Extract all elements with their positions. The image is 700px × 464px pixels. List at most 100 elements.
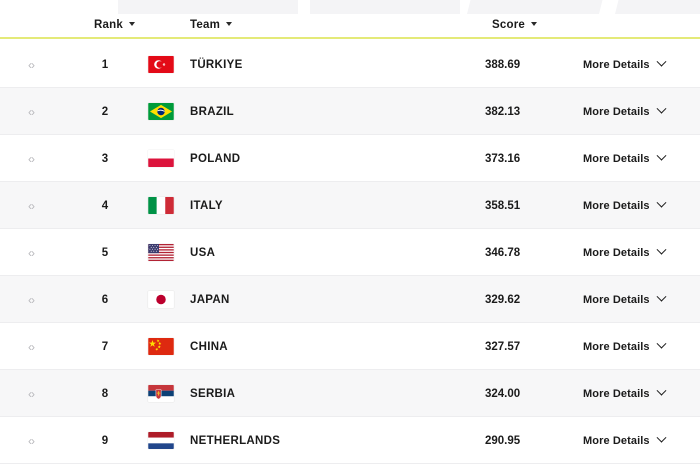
- score-cell: 346.78: [485, 229, 565, 276]
- row-expand-button[interactable]: ‹›: [14, 229, 48, 276]
- team-name: USA: [190, 246, 216, 259]
- score-cell: 327.57: [485, 323, 565, 370]
- chevron-down-icon: [656, 385, 667, 396]
- team-name: JAPAN: [190, 293, 230, 306]
- column-header-score[interactable]: Score: [492, 14, 537, 37]
- chevron-down-icon: [656, 244, 667, 255]
- team-name: SERBIA: [190, 387, 236, 400]
- table-row[interactable]: ‹› 9 NETHERLANDS 290.95 More Details: [0, 417, 700, 464]
- table-row[interactable]: ‹› 8 SERBIA 324.00 More Details: [0, 370, 700, 417]
- turkiye-flag: [148, 56, 174, 73]
- table-row[interactable]: ‹› 5 USA 346.78 More Details: [0, 229, 700, 276]
- score-cell: 382.13: [485, 88, 565, 135]
- more-details-button[interactable]: More Details: [583, 276, 693, 323]
- row-expand-button[interactable]: ‹›: [14, 276, 48, 323]
- column-header-rank[interactable]: Rank: [94, 14, 135, 37]
- score-value: 388.69: [485, 58, 521, 71]
- team-cell: NETHERLANDS: [190, 417, 450, 464]
- chevron-down-icon: [656, 56, 667, 67]
- flag-cell: [148, 323, 182, 370]
- chevron-down-icon: [656, 197, 667, 208]
- rank-cell: 5: [92, 229, 118, 276]
- team-name: CHINA: [190, 340, 228, 353]
- flag-cell: [148, 276, 182, 323]
- more-details-button[interactable]: More Details: [583, 417, 693, 464]
- team-name: ITALY: [190, 199, 223, 212]
- rank-cell: 2: [92, 88, 118, 135]
- column-header-team-label: Team: [190, 19, 220, 31]
- more-details-label: More Details: [583, 58, 650, 71]
- expand-chevrons-icon: ‹›: [28, 198, 35, 213]
- team-cell: JAPAN: [190, 276, 450, 323]
- serbia-flag: [148, 385, 174, 402]
- team-name: POLAND: [190, 152, 241, 165]
- score-value: 329.62: [485, 293, 521, 306]
- more-details-label: More Details: [583, 387, 650, 400]
- table-row[interactable]: ‹› 3 POLAND 373.16 More Details: [0, 135, 700, 182]
- flag-cell: [148, 135, 182, 182]
- tab-ghost-2: [310, 0, 460, 14]
- team-cell: BRAZIL: [190, 88, 450, 135]
- chevron-down-icon: [656, 103, 667, 114]
- row-expand-button[interactable]: ‹›: [14, 417, 48, 464]
- more-details-label: More Details: [583, 340, 650, 353]
- row-expand-button[interactable]: ‹›: [14, 323, 48, 370]
- row-expand-button[interactable]: ‹›: [14, 135, 48, 182]
- rank-cell: 4: [92, 182, 118, 229]
- row-expand-button[interactable]: ‹›: [14, 182, 48, 229]
- score-value: 324.00: [485, 387, 521, 400]
- rank-value: 2: [101, 105, 109, 118]
- more-details-button[interactable]: More Details: [583, 88, 693, 135]
- poland-flag: [148, 150, 174, 167]
- flag-cell: [148, 41, 182, 88]
- table-row[interactable]: ‹› 1 TÜRKIYE 388.69 More Details: [0, 41, 700, 88]
- more-details-label: More Details: [583, 434, 650, 447]
- chevron-down-icon: [656, 150, 667, 161]
- netherlands-flag: [148, 432, 174, 449]
- rank-value: 8: [101, 387, 109, 400]
- row-expand-button[interactable]: ‹›: [14, 88, 48, 135]
- flag-cell: [148, 229, 182, 276]
- team-cell: POLAND: [190, 135, 450, 182]
- brazil-flag: [148, 103, 174, 120]
- flag-cell: [148, 370, 182, 417]
- more-details-button[interactable]: More Details: [583, 182, 693, 229]
- chevron-down-icon: [656, 432, 667, 443]
- table-row[interactable]: ‹› 7 CHINA 327.57 More Details: [0, 323, 700, 370]
- rank-value: 4: [101, 199, 109, 212]
- team-name: TÜRKIYE: [190, 58, 243, 71]
- tab-strip-decoration: [0, 0, 700, 14]
- rank-cell: 9: [92, 417, 118, 464]
- rank-cell: 7: [92, 323, 118, 370]
- flag-cell: [148, 182, 182, 229]
- score-value: 382.13: [485, 105, 521, 118]
- team-name: NETHERLANDS: [190, 434, 281, 447]
- flag-cell: [148, 417, 182, 464]
- table-row[interactable]: ‹› 6 JAPAN 329.62 More Details: [0, 276, 700, 323]
- score-value: 358.51: [485, 199, 521, 212]
- row-expand-button[interactable]: ‹›: [14, 370, 48, 417]
- more-details-label: More Details: [583, 105, 650, 118]
- more-details-button[interactable]: More Details: [583, 323, 693, 370]
- more-details-button[interactable]: More Details: [583, 229, 693, 276]
- expand-chevrons-icon: ‹›: [28, 433, 35, 448]
- more-details-button[interactable]: More Details: [583, 41, 693, 88]
- rank-value: 6: [101, 293, 109, 306]
- column-header-team[interactable]: Team: [190, 14, 232, 37]
- score-cell: 388.69: [485, 41, 565, 88]
- team-name: BRAZIL: [190, 105, 234, 118]
- expand-chevrons-icon: ‹›: [28, 245, 35, 260]
- row-expand-button[interactable]: ‹›: [14, 41, 48, 88]
- score-value: 373.16: [485, 152, 521, 165]
- rank-value: 5: [101, 246, 109, 259]
- expand-chevrons-icon: ‹›: [28, 151, 35, 166]
- expand-chevrons-icon: ‹›: [28, 57, 35, 72]
- tab-ghost-1: [118, 0, 298, 14]
- expand-chevrons-icon: ‹›: [28, 386, 35, 401]
- table-row[interactable]: ‹› 4 ITALY 358.51 More Details: [0, 182, 700, 229]
- table-row[interactable]: ‹› 2 BRAZIL 382.13 More Details: [0, 88, 700, 135]
- italy-flag: [148, 197, 174, 214]
- more-details-button[interactable]: More Details: [583, 135, 693, 182]
- table-header: Rank Team Score: [0, 14, 700, 39]
- more-details-button[interactable]: More Details: [583, 370, 693, 417]
